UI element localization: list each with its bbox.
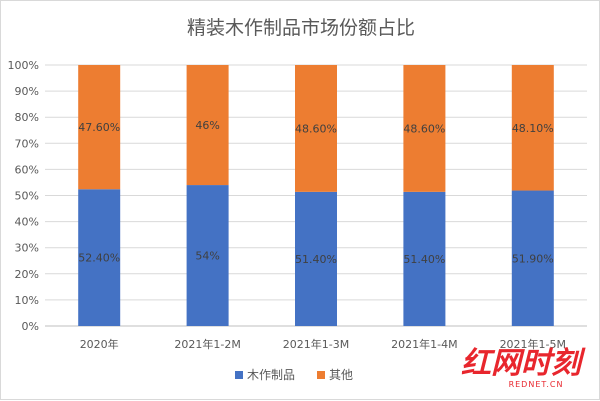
y-tick-label: 60% (15, 163, 39, 176)
x-tick-label: 2021年1-3M (283, 337, 349, 351)
bar-other-1 (186, 65, 229, 186)
data-label: 51.40% (295, 253, 337, 266)
data-label: 52.40% (78, 252, 120, 265)
y-tick-label: 0% (22, 320, 39, 333)
data-label: 54% (195, 250, 219, 263)
legend-label: 木作制品 (247, 368, 295, 382)
bar-other-0 (78, 65, 121, 190)
legend: 木作制品 其他 (235, 368, 353, 382)
chart-title: 精装木作制品市场份额占比 (187, 17, 415, 39)
y-tick-label: 10% (15, 294, 39, 307)
x-tick-label: 2021年1-4M (391, 337, 457, 351)
y-tick-label: 30% (15, 242, 39, 255)
bar-woodwork-3 (403, 191, 446, 326)
data-label: 51.40% (403, 253, 445, 266)
bar-woodwork-1 (186, 185, 229, 326)
x-axis-ticks: 2020年 2021年1-2M 2021年1-3M 2021年1-4M 2021年1-5… (80, 337, 566, 351)
y-tick-label: 80% (15, 111, 39, 124)
bar-other-3 (403, 65, 446, 192)
watermark-text: 红网时刻 (461, 346, 586, 381)
watermark-logo: 红网时刻 REDNET.CN (461, 346, 586, 389)
x-tick-label: 2020年 (80, 337, 119, 351)
data-label: 51.90% (512, 252, 554, 265)
bar-other-4 (511, 65, 554, 191)
x-tick-label: 2021年1-2M (174, 337, 240, 351)
watermark-subtext: REDNET.CN (509, 380, 564, 389)
y-tick-label: 20% (15, 268, 39, 281)
data-label: 48.60% (403, 122, 445, 135)
legend-label: 其他 (329, 368, 353, 382)
y-tick-label: 90% (15, 85, 39, 98)
bars (78, 65, 554, 326)
legend-swatch (317, 371, 325, 379)
data-label: 46% (195, 119, 219, 132)
legend-swatch (235, 371, 243, 379)
bar-woodwork-2 (295, 191, 337, 326)
bar-woodwork-0 (78, 189, 121, 326)
x-tick-label: 2021年1-5M (500, 337, 566, 351)
bar-woodwork-4 (511, 190, 554, 326)
data-label: 48.60% (295, 122, 337, 135)
data-label: 48.10% (512, 122, 554, 135)
y-tick-label: 40% (15, 216, 39, 229)
y-tick-label: 100% (8, 59, 39, 72)
data-labels: 52.40% 47.60% 54% 46% 51.40% 48.60% 51.40% 48.6… (78, 119, 554, 266)
data-label: 47.60% (78, 121, 120, 134)
y-tick-label: 50% (15, 190, 39, 203)
y-tick-label: 70% (15, 137, 39, 150)
bar-other-2 (295, 65, 337, 192)
y-axis-ticks: 0% 10% 20% 30% 40% 50% 60% 70% 80% 90% 100% (8, 59, 39, 333)
